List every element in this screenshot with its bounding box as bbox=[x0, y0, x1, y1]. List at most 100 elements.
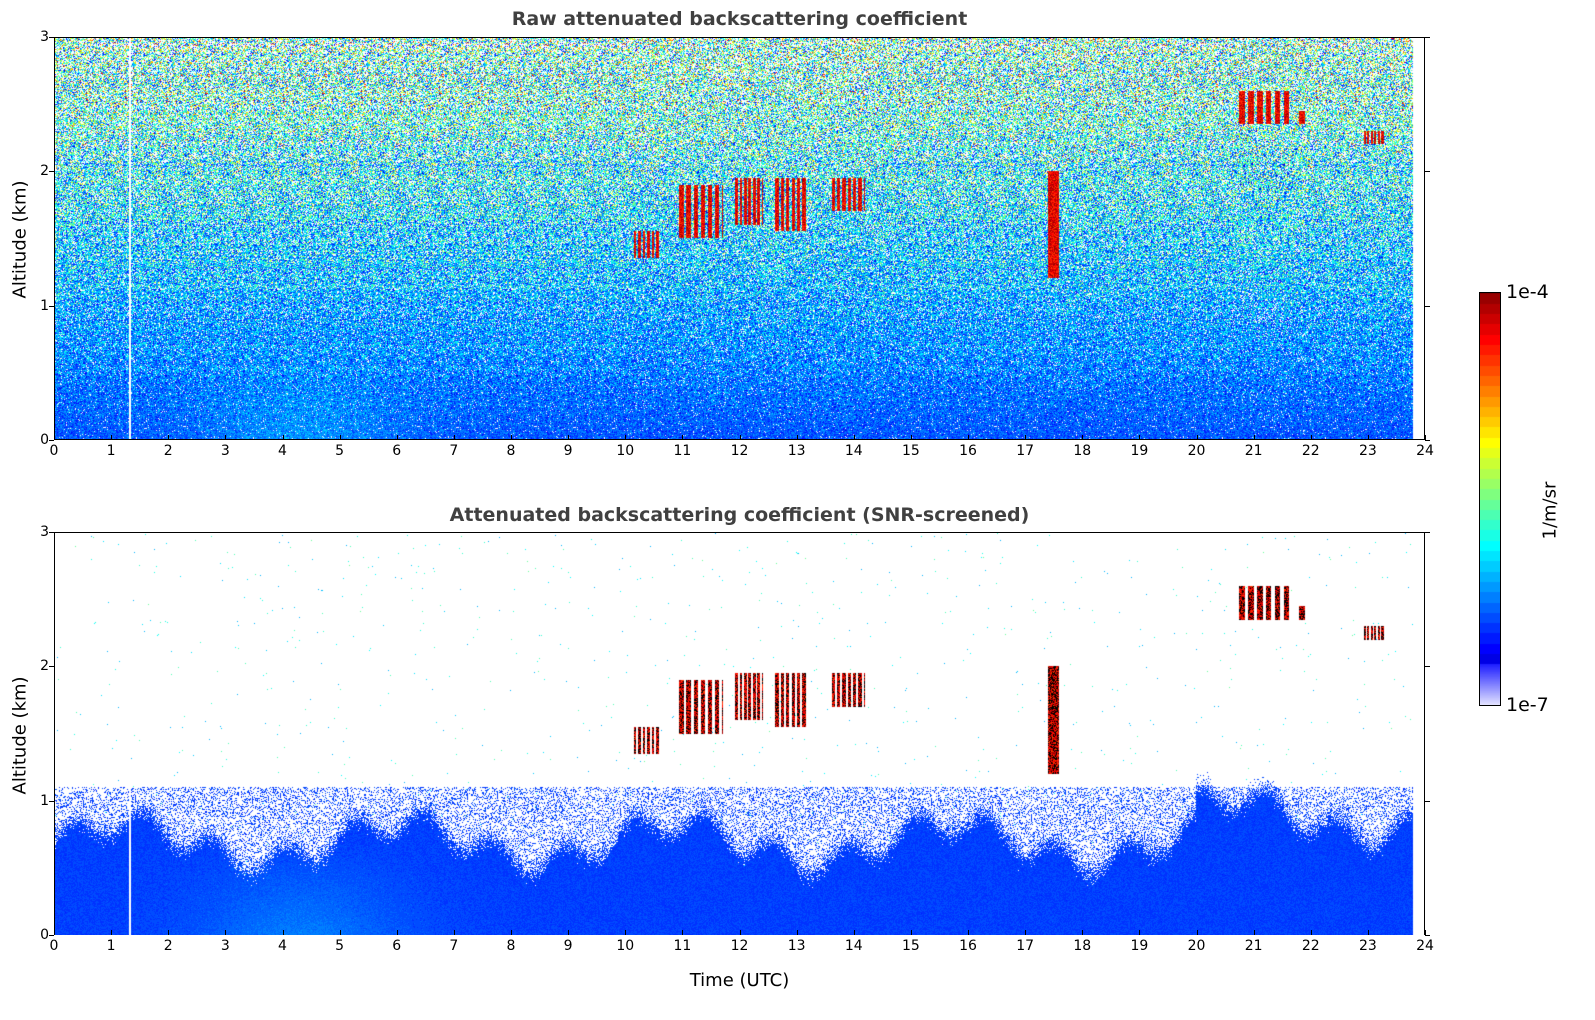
x-tick-mark bbox=[796, 930, 798, 935]
x-tick-label: 10 bbox=[616, 938, 635, 954]
colorbar-max-label: 1e-4 bbox=[1506, 281, 1549, 303]
x-tick-label: 0 bbox=[49, 443, 59, 459]
y-tick-mark bbox=[1425, 800, 1430, 802]
x-tick-mark bbox=[1310, 435, 1312, 440]
x-tick-label: 14 bbox=[844, 443, 863, 459]
x-tick-mark bbox=[1139, 930, 1141, 935]
y-tick-label: 1 bbox=[40, 297, 49, 314]
x-tick-mark bbox=[1367, 435, 1369, 440]
x-tick-label: 23 bbox=[1358, 443, 1377, 459]
y-tick-mark bbox=[49, 532, 54, 533]
bottom-heatmap bbox=[55, 533, 1424, 935]
x-tick-label: 19 bbox=[1130, 443, 1149, 459]
x-tick-mark bbox=[1425, 930, 1426, 935]
x-tick-mark bbox=[910, 435, 912, 440]
x-tick-label: 4 bbox=[278, 938, 287, 954]
x-tick-label: 11 bbox=[673, 938, 692, 954]
x-tick-label: 12 bbox=[730, 443, 749, 459]
y-tick-mark bbox=[49, 37, 54, 38]
x-tick-label: 22 bbox=[1301, 443, 1320, 459]
x-tick-label: 13 bbox=[787, 443, 806, 459]
bottom-heatmap-axes bbox=[54, 532, 1425, 935]
x-tick-mark bbox=[339, 930, 341, 935]
x-tick-mark bbox=[1082, 435, 1084, 440]
x-tick-mark bbox=[396, 930, 398, 935]
top-y-axis-label: Altitude (km) bbox=[9, 180, 31, 299]
x-tick-mark bbox=[1253, 435, 1255, 440]
x-tick-label: 18 bbox=[1073, 443, 1092, 459]
x-tick-label: 16 bbox=[959, 443, 977, 459]
x-tick-label: 3 bbox=[220, 443, 230, 459]
y-tick-mark bbox=[1425, 305, 1430, 307]
x-tick-label: 15 bbox=[901, 938, 920, 954]
x-tick-label: 2 bbox=[163, 443, 173, 459]
x-tick-mark bbox=[568, 435, 570, 440]
y-tick-label: 0 bbox=[40, 927, 49, 943]
x-tick-label: 20 bbox=[1187, 938, 1206, 954]
x-tick-label: 11 bbox=[673, 443, 692, 459]
x-tick-mark bbox=[853, 930, 855, 935]
x-tick-label: 21 bbox=[1244, 938, 1263, 954]
y-tick-mark bbox=[49, 171, 54, 173]
y-tick-mark bbox=[1425, 935, 1430, 936]
x-tick-label: 1 bbox=[106, 443, 116, 459]
x-tick-mark bbox=[54, 435, 55, 440]
x-tick-mark bbox=[396, 435, 398, 440]
x-tick-label: 2 bbox=[163, 938, 173, 954]
x-tick-label: 1 bbox=[106, 938, 116, 954]
x-tick-mark bbox=[1367, 930, 1369, 935]
x-tick-label: 4 bbox=[278, 443, 287, 459]
x-tick-mark bbox=[225, 930, 227, 935]
x-tick-mark bbox=[168, 930, 170, 935]
x-tick-mark bbox=[1025, 930, 1027, 935]
x-tick-mark bbox=[568, 930, 570, 935]
x-axis-label: Time (UTC) bbox=[689, 970, 790, 991]
x-tick-label: 13 bbox=[787, 938, 806, 954]
y-tick-label: 3 bbox=[40, 524, 49, 540]
x-tick-mark bbox=[54, 930, 55, 935]
top-heatmap bbox=[55, 38, 1424, 439]
x-tick-mark bbox=[682, 930, 684, 935]
x-tick-mark bbox=[625, 930, 627, 935]
x-tick-label: 0 bbox=[49, 938, 59, 954]
x-tick-mark bbox=[1196, 435, 1198, 440]
y-tick-mark bbox=[49, 666, 54, 668]
y-tick-label: 2 bbox=[40, 163, 49, 180]
y-tick-mark bbox=[49, 305, 54, 307]
x-tick-label: 22 bbox=[1301, 938, 1320, 954]
x-tick-label: 5 bbox=[335, 443, 345, 459]
x-tick-mark bbox=[282, 930, 284, 935]
x-tick-label: 6 bbox=[392, 443, 402, 459]
x-tick-label: 9 bbox=[563, 443, 573, 459]
y-tick-mark bbox=[1425, 37, 1430, 38]
y-tick-mark bbox=[1425, 440, 1430, 441]
x-tick-label: 6 bbox=[392, 938, 402, 954]
x-tick-label: 7 bbox=[449, 443, 459, 459]
y-tick-label: 2 bbox=[40, 658, 49, 675]
x-tick-label: 17 bbox=[1016, 938, 1035, 954]
x-tick-mark bbox=[168, 435, 170, 440]
x-tick-label: 8 bbox=[506, 443, 516, 459]
x-tick-mark bbox=[968, 435, 969, 440]
x-tick-mark bbox=[682, 435, 684, 440]
top-chart-title: Raw attenuated backscattering coefficien… bbox=[511, 8, 968, 30]
x-tick-label: 20 bbox=[1187, 443, 1206, 459]
x-tick-mark bbox=[111, 930, 113, 935]
x-tick-label: 3 bbox=[220, 938, 230, 954]
y-tick-mark bbox=[49, 800, 54, 802]
x-tick-mark bbox=[511, 930, 512, 935]
x-tick-mark bbox=[282, 435, 284, 440]
y-tick-label: 1 bbox=[40, 792, 49, 809]
colorbar-label: 1/m/sr bbox=[1539, 481, 1561, 540]
x-tick-mark bbox=[453, 930, 455, 935]
x-tick-mark bbox=[1425, 435, 1426, 440]
y-tick-mark bbox=[1425, 666, 1430, 668]
x-tick-label: 12 bbox=[730, 938, 749, 954]
y-tick-mark bbox=[49, 935, 54, 936]
x-tick-mark bbox=[453, 435, 455, 440]
x-tick-mark bbox=[111, 435, 113, 440]
x-tick-mark bbox=[1253, 930, 1255, 935]
bottom-chart-title: Attenuated backscattering coefficient (S… bbox=[449, 504, 1030, 526]
colorbar-min-label: 1e-7 bbox=[1506, 694, 1549, 716]
x-tick-mark bbox=[1196, 930, 1198, 935]
